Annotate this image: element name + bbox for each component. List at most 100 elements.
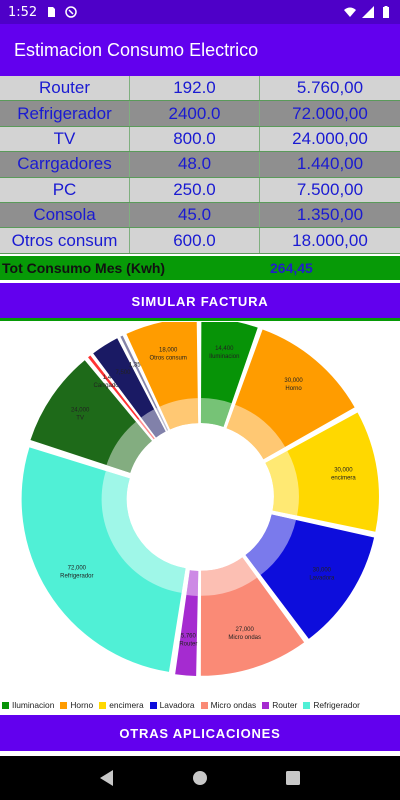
legend-label: Refrigerador [313,700,360,710]
legend-label: encimera [109,700,144,710]
legend-entry: Lavadora [149,700,195,710]
slice-label: 72,000 Refrigerador [60,566,93,580]
chart-legend: Iluminacion Horno encimera Lavadora Micro on… [2,698,400,712]
legend-swatch [149,701,157,709]
pie-slice-inner [186,570,199,596]
device-kwh: 48.0 [130,152,260,177]
pie-slice[interactable] [200,322,258,427]
other-apps-button[interactable]: OTRAS APLICACIONES [0,715,400,751]
pie-slice[interactable] [265,412,379,532]
legend-label: Micro ondas [210,700,257,710]
legend-swatch [200,701,208,709]
status-bar: 1:52 [0,0,400,24]
legend-entry: Iluminacion [2,700,54,710]
legend-swatch [2,701,9,709]
pie-slice[interactable] [30,360,152,473]
total-row: Tot Consumo Mes (Kwh) 264,45 [0,256,400,280]
slice-label: 30,000 encimera [331,468,356,482]
device-cost: 1.440,00 [296,154,364,174]
sd-card-icon [48,7,56,17]
legend-label: Horno [70,700,94,710]
legend-swatch [262,701,270,709]
legend-swatch [303,701,311,709]
battery-icon [383,6,389,18]
pie-slice[interactable] [93,338,166,438]
pie-slice[interactable] [88,355,155,440]
pie-slice[interactable] [175,570,199,676]
pie-slice-inner [201,557,258,596]
pie-slice-inner [101,471,186,593]
device-name: Refrigerador [0,101,130,126]
device-cost: 18.000,00 [292,230,368,250]
slice-label: 24,000 TV [71,407,90,421]
slice-label: 5,760 Router [179,634,197,648]
pie-slice-inner [226,404,286,460]
divider [0,318,400,321]
slice-label: 14,400 Iluminacion [209,346,239,360]
recents-icon[interactable] [286,771,301,785]
legend-entry: Micro ondas [200,700,257,710]
device-name: Consola [0,202,130,228]
back-icon[interactable] [99,770,114,786]
app-bar: Estimacion Consumo Electrico [0,24,400,76]
device-name: Router [0,76,130,101]
status-time: 1:52 [8,4,38,20]
table-row: TV 800.0 24.000,00 [0,126,400,153]
legend-entry: Horno [60,700,93,710]
device-cost: 72.000,00 [292,103,368,123]
slice-label: 1,350 [129,363,145,369]
table-row: Consola 45.0 1.350,00 [0,202,400,229]
table-row: Otros consum 600.0 18.000,00 [0,228,400,254]
pie-slice-inner [155,407,169,431]
pie-slice-inner [138,418,155,440]
pie-slice-inner [245,514,297,575]
legend-label: Lavadora [159,700,195,710]
legend-label: Router [272,700,298,710]
device-kwh: 192.0 [130,76,260,101]
pie-slice-inner [106,421,152,473]
device-name: Carrgadores [0,152,130,177]
consumption-pie-chart[interactable]: 14,400 Iluminacion 30,000 Horno 30,000 encime… [0,322,400,692]
pie-slice-inner [159,398,199,430]
device-name: TV [0,126,130,152]
total-label: Tot Consumo Mes (Kwh) [2,260,166,276]
wifi-icon [344,7,356,17]
slice-label: 1,440 Carrgadores [94,375,127,389]
device-kwh: 600.0 [130,228,260,253]
pie-slice[interactable] [126,322,199,430]
legend-entry: encimera [99,700,144,710]
navigation-bar [0,756,400,800]
app-title: Estimacion Consumo Electrico [14,39,259,60]
legend-entry: Router [262,700,297,710]
sync-icon [65,6,77,18]
signal-icon [362,6,374,18]
slice-label: 7,500 [115,370,131,376]
simulate-bill-button[interactable]: SIMULAR FACTURA [0,283,400,319]
total-value: 264,45 [270,260,313,276]
legend-label: Iluminacion [12,700,55,710]
pie-slice-inner [141,409,166,438]
pie-slice[interactable] [200,557,305,676]
pie-slice-inner [265,450,299,516]
device-cost: 1.350,00 [296,205,364,225]
legend-entry: Refrigerador [303,700,360,710]
pie-slice-inner [200,398,232,427]
pie-slice[interactable] [245,514,375,639]
table-row: Carrgadores 48.0 1.440,00 [0,152,400,178]
table-row: Router 192.0 5.760,00 [0,76,400,102]
pie-slice[interactable] [21,447,186,672]
device-kwh: 45.0 [130,202,260,228]
device-name: Otros consum [0,228,130,253]
legend-swatch [99,701,107,709]
home-icon[interactable] [192,771,207,785]
device-kwh: 800.0 [130,126,260,152]
pie-slice[interactable] [226,329,355,460]
device-cost: 7.500,00 [296,179,364,199]
slice-label: 27,000 Micro ondas [228,627,261,641]
legend-swatch [60,701,68,709]
pie-slice[interactable] [120,335,169,431]
donut-hole [130,427,270,567]
consumption-table: Router 192.0 5.760,00 Refrigerador 2400.… [0,76,400,254]
table-row: Refrigerador 2400.0 72.000,00 [0,101,400,127]
